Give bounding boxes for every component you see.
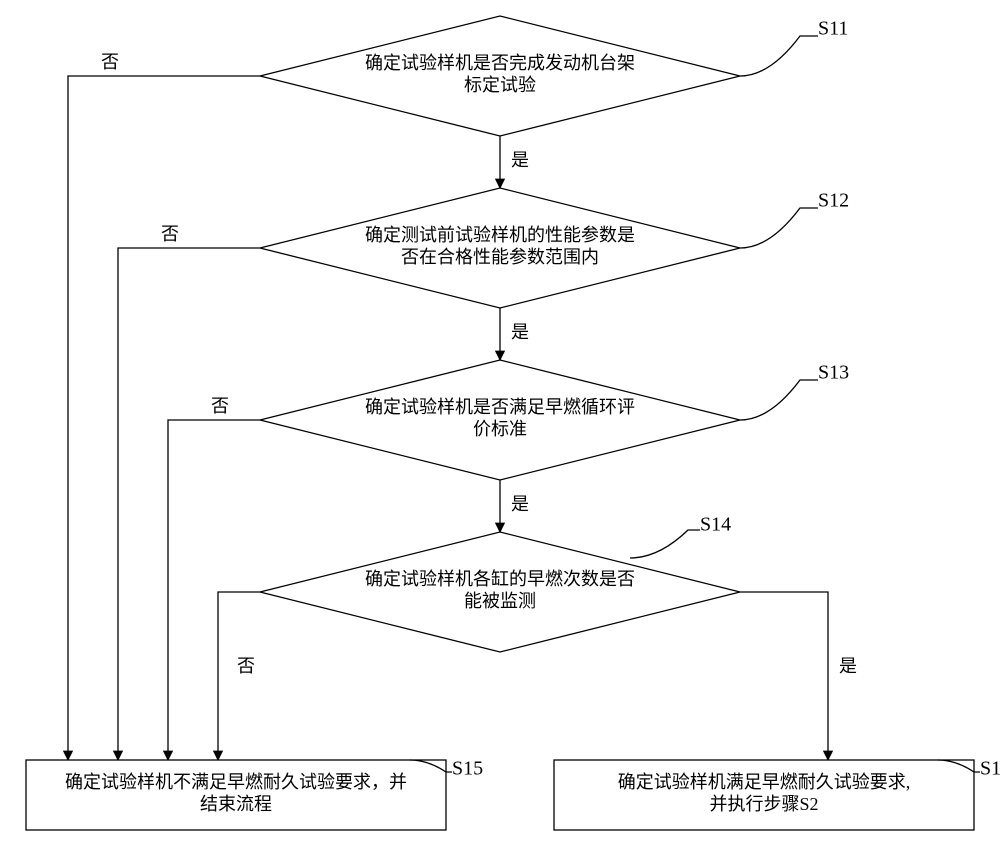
svg-text:否在合格性能参数范围内: 否在合格性能参数范围内	[401, 247, 599, 267]
edge-label-3: 否	[101, 52, 119, 72]
edge-label-4: 否	[161, 224, 179, 244]
node-s12: 确定测试前试验样机的性能参数是否在合格性能参数范围内 S12	[260, 188, 849, 308]
svg-text:确定试验样机不满足早燃耐久试验要求，并: 确定试验样机不满足早燃耐久试验要求，并	[65, 772, 407, 792]
edge-7	[740, 592, 828, 760]
svg-text:能被监测: 能被监测	[464, 591, 536, 611]
callout-s14	[630, 530, 700, 558]
edge-label-6: 否	[237, 656, 255, 676]
node-s16: 确定试验样机满足早燃耐久试验要求,并执行步骤S2 S16	[554, 758, 1000, 830]
edge-4	[118, 248, 260, 760]
callout-s11	[740, 36, 818, 76]
step-label-s12: S12	[818, 190, 849, 212]
svg-text:确定测试前试验样机的性能参数是: 确定测试前试验样机的性能参数是	[365, 225, 635, 245]
callout-s13	[740, 380, 818, 420]
step-label-s13: S13	[818, 362, 849, 384]
edge-label-2: 是	[511, 494, 529, 514]
node-s13: 确定试验样机是否满足早燃循环评价标准 S13	[260, 360, 849, 480]
svg-text:确定试验样机满足早燃耐久试验要求,: 确定试验样机满足早燃耐久试验要求,	[618, 772, 911, 792]
edge-label-5: 否	[211, 396, 229, 416]
edge-label-7: 是	[839, 656, 857, 676]
svg-text:标定试验: 标定试验	[464, 75, 536, 95]
node-s15: 确定试验样机不满足早燃耐久试验要求，并结束流程 S15	[26, 758, 483, 830]
step-label-s16: S16	[980, 758, 1000, 780]
node-s11: 确定试验样机是否完成发动机台架标定试验 S11	[260, 16, 848, 136]
svg-text:价标准: 价标准	[473, 419, 527, 439]
svg-text:确定试验样机各缸的早燃次数是否: 确定试验样机各缸的早燃次数是否	[365, 568, 635, 589]
step-label-s15: S15	[452, 758, 483, 780]
step-label-s11: S11	[818, 18, 848, 40]
edge-3	[68, 76, 260, 760]
svg-text:结束流程: 结束流程	[200, 794, 272, 814]
svg-text:并执行步骤S2: 并执行步骤S2	[709, 794, 818, 814]
edge-5	[168, 420, 260, 760]
svg-text:确定试验样机是否完成发动机台架: 确定试验样机是否完成发动机台架	[365, 53, 635, 73]
node-s14: 确定试验样机各缸的早燃次数是否能被监测 S14	[260, 514, 740, 652]
svg-text:确定试验样机是否满足早燃循环评: 确定试验样机是否满足早燃循环评	[365, 397, 635, 417]
edge-label-0: 是	[511, 150, 529, 170]
callout-s12	[740, 208, 818, 248]
edge-label-1: 是	[511, 322, 529, 342]
step-label-s14: S14	[700, 514, 731, 536]
